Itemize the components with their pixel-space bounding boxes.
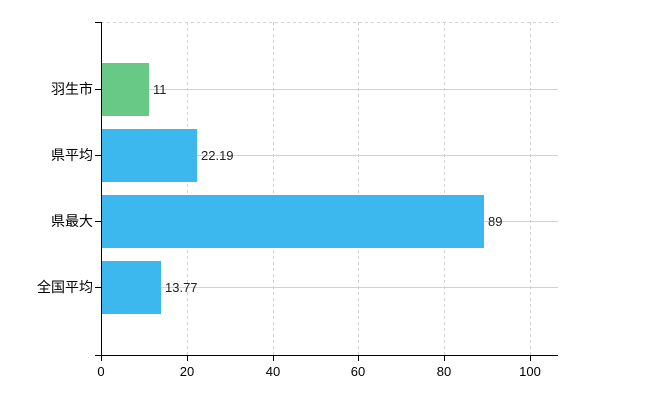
x-gridline [530, 22, 531, 355]
bar-value-label: 22.19 [201, 148, 234, 163]
category-gridline [101, 89, 558, 90]
x-axis-tick-label: 60 [350, 364, 366, 379]
x-axis-tick [358, 355, 359, 361]
y-axis-tick [95, 287, 101, 288]
y-axis-tick [95, 89, 101, 90]
x-axis-tick-label: 20 [179, 364, 195, 379]
x-gridline [273, 22, 274, 355]
data-bar [102, 195, 484, 248]
y-axis-tick [95, 155, 101, 156]
category-label: 羽生市 [51, 81, 93, 97]
x-axis-tick [444, 355, 445, 361]
x-axis-tick [187, 355, 188, 361]
x-gridline [358, 22, 359, 355]
y-axis-line [101, 22, 102, 361]
category-label: 県最大 [51, 213, 93, 229]
x-axis-tick-label: 80 [436, 364, 452, 379]
bar-value-label: 11 [153, 82, 167, 97]
y-axis-top-tick [95, 22, 101, 23]
x-axis-line [95, 355, 558, 356]
category-gridline [101, 287, 558, 288]
x-axis-tick [530, 355, 531, 361]
data-bar [102, 261, 161, 314]
data-bar [102, 129, 197, 182]
bar-value-label: 13.77 [165, 280, 198, 295]
x-gridline [187, 22, 188, 355]
data-bar [102, 63, 149, 116]
x-axis-tick-label: 100 [519, 364, 541, 379]
category-gridline [101, 155, 558, 156]
y-axis-tick [95, 221, 101, 222]
category-label: 全国平均 [37, 279, 93, 295]
x-axis-tick [273, 355, 274, 361]
plot-top-border [101, 22, 558, 23]
x-axis-tick-label: 40 [265, 364, 281, 379]
x-gridline [444, 22, 445, 355]
bar-value-label: 89 [488, 214, 503, 229]
x-axis-tick-label: 0 [97, 364, 105, 379]
category-label: 県平均 [51, 147, 93, 163]
